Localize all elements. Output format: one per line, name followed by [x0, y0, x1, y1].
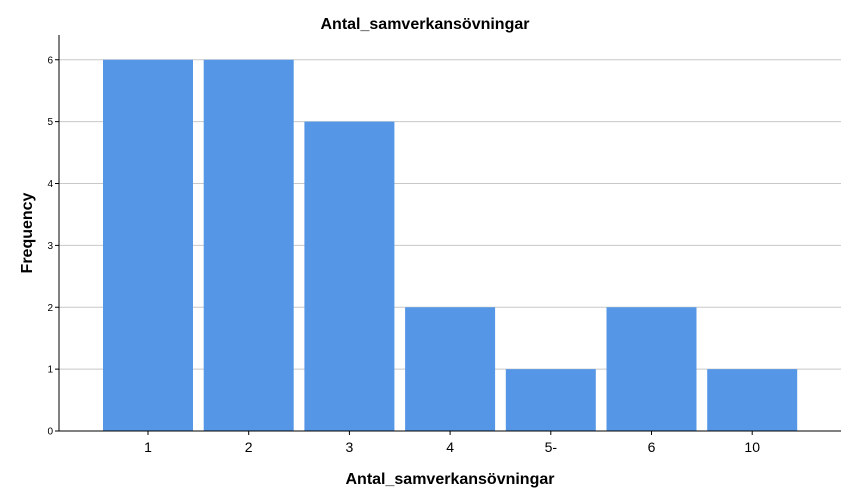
x-tick-label: 4 — [446, 439, 454, 455]
y-tick-label: 6 — [47, 55, 53, 66]
y-tick-labels: 0 1 2 3 4 5 6 — [47, 55, 59, 438]
x-tick-label: 10 — [744, 439, 760, 455]
bar-3 — [304, 121, 395, 431]
x-tick-label: 5- — [545, 439, 558, 455]
y-tick-label: 3 — [47, 241, 53, 252]
x-tick-label: 2 — [245, 439, 253, 455]
y-tick-label: 5 — [47, 117, 53, 128]
y-tick-label: 0 — [47, 427, 53, 438]
y-axis-label: Frequency — [19, 192, 36, 273]
y-tick-label: 4 — [47, 179, 53, 190]
y-tick-label: 1 — [47, 365, 53, 376]
bars — [103, 59, 798, 431]
bar-5- — [505, 369, 596, 431]
bar-10 — [707, 369, 798, 431]
x-tick-label: 3 — [346, 439, 354, 455]
y-tick-label: 2 — [47, 303, 53, 314]
bar-6 — [606, 307, 697, 431]
bar-1 — [103, 59, 193, 431]
x-tick-label: 1 — [144, 439, 152, 455]
bar-4 — [405, 307, 496, 431]
x-tick-labels: 1 2 3 4 5- 6 10 — [144, 431, 760, 455]
chart-title: Antal_samverkansövningar — [321, 16, 530, 33]
x-axis-label: Antal_samverkansövningar — [346, 471, 555, 488]
bar-2 — [203, 59, 294, 431]
x-tick-label: 6 — [648, 439, 656, 455]
